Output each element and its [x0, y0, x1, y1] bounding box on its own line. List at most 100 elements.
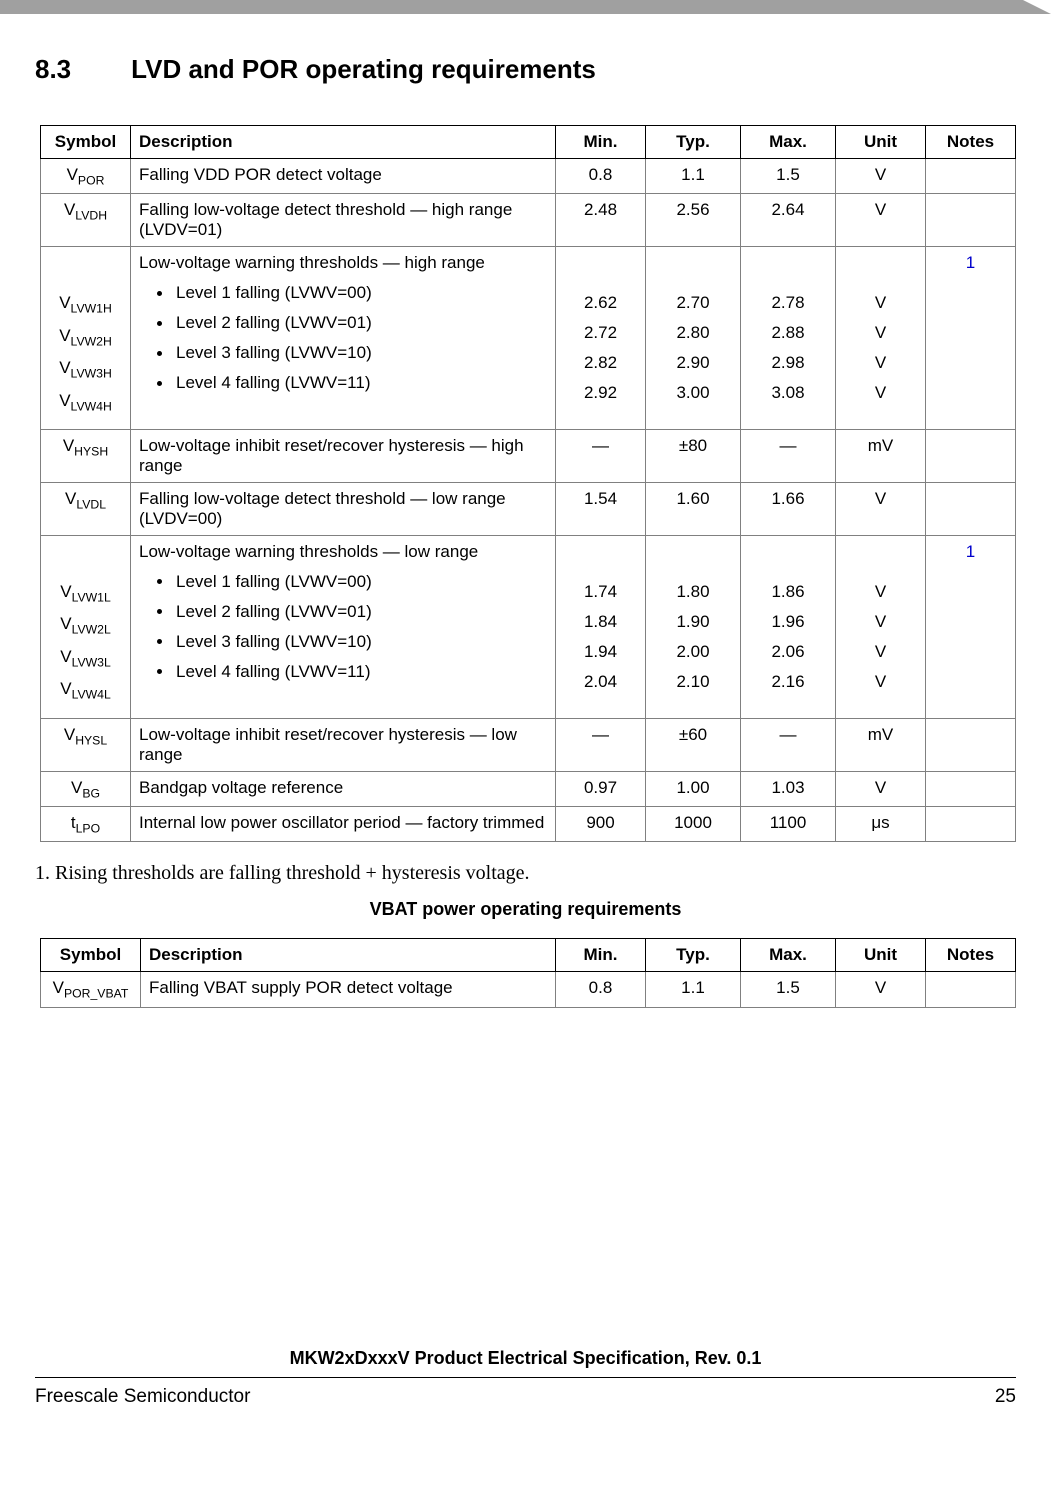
- table-row: VBGBandgap voltage reference0.971.001.03…: [41, 771, 1016, 806]
- symbol-cell: VPOR: [41, 159, 131, 194]
- column-header: Unit: [836, 126, 926, 159]
- column-header: Unit: [836, 939, 926, 972]
- symbol-cell: VHYSL: [41, 718, 131, 771]
- unit-cell: VVVV: [836, 247, 926, 430]
- vbat-table-title: VBAT power operating requirements: [35, 899, 1016, 920]
- notes-cell: [926, 771, 1016, 806]
- description-cell: Falling low-voltage detect threshold — l…: [131, 482, 556, 535]
- table-header: SymbolDescriptionMin.Typ.Max.UnitNotes: [41, 126, 1016, 159]
- table-header: SymbolDescriptionMin.Typ.Max.UnitNotes: [41, 939, 1016, 972]
- max-cell: 1.5: [741, 972, 836, 1007]
- notes-cell: 1: [926, 535, 1016, 718]
- notes-cell: [926, 194, 1016, 247]
- vbat-table: SymbolDescriptionMin.Typ.Max.UnitNotes V…: [40, 938, 1016, 1007]
- unit-cell: V: [836, 194, 926, 247]
- typ-cell: ±80: [646, 429, 741, 482]
- notes-cell: [926, 806, 1016, 841]
- min-cell: —: [556, 718, 646, 771]
- description-cell: Bandgap voltage reference: [131, 771, 556, 806]
- description-cell: Internal low power oscillator period — f…: [131, 806, 556, 841]
- typ-cell: 1.1: [646, 159, 741, 194]
- table-row: VLVW1LVLVW2LVLVW3LVLVW4LLow-voltage warn…: [41, 535, 1016, 718]
- unit-cell: V: [836, 482, 926, 535]
- footer-vendor: Freescale Semiconductor: [35, 1386, 250, 1408]
- max-cell: 1.66: [741, 482, 836, 535]
- notes-cell: 1: [926, 247, 1016, 430]
- description-cell: Falling low-voltage detect threshold — h…: [131, 194, 556, 247]
- unit-cell: μs: [836, 806, 926, 841]
- description-cell: Falling VDD POR detect voltage: [131, 159, 556, 194]
- typ-cell: 2.702.802.903.00: [646, 247, 741, 430]
- footer-doc-title: MKW2xDxxxV Product Electrical Specificat…: [35, 1348, 1016, 1378]
- typ-cell: 1.801.902.002.10: [646, 535, 741, 718]
- unit-cell: V: [836, 771, 926, 806]
- symbol-cell: VBG: [41, 771, 131, 806]
- table-row: VPOR_VBATFalling VBAT supply POR detect …: [41, 972, 1016, 1007]
- min-cell: 0.8: [556, 972, 646, 1007]
- unit-cell: mV: [836, 429, 926, 482]
- column-header: Symbol: [41, 939, 141, 972]
- max-cell: —: [741, 718, 836, 771]
- table-row: VLVW1HVLVW2HVLVW3HVLVW4HLow-voltage warn…: [41, 247, 1016, 430]
- symbol-cell: VHYSH: [41, 429, 131, 482]
- symbol-cell: VLVW1LVLVW2LVLVW3LVLVW4L: [41, 535, 131, 718]
- min-cell: 0.8: [556, 159, 646, 194]
- min-cell: —: [556, 429, 646, 482]
- column-header: Max.: [741, 126, 836, 159]
- max-cell: 2.782.882.983.08: [741, 247, 836, 430]
- notes-cell: [926, 482, 1016, 535]
- section-number: 8.3: [35, 54, 71, 85]
- typ-cell: 1.60: [646, 482, 741, 535]
- table-row: tLPOInternal low power oscillator period…: [41, 806, 1016, 841]
- typ-cell: 2.56: [646, 194, 741, 247]
- column-header: Description: [131, 126, 556, 159]
- typ-cell: 1000: [646, 806, 741, 841]
- max-cell: 1.03: [741, 771, 836, 806]
- column-header: Description: [141, 939, 556, 972]
- unit-cell: mV: [836, 718, 926, 771]
- symbol-cell: VLVW1HVLVW2HVLVW3HVLVW4H: [41, 247, 131, 430]
- table-row: VHYSLLow-voltage inhibit reset/recover h…: [41, 718, 1016, 771]
- min-cell: 2.622.722.822.92: [556, 247, 646, 430]
- max-cell: 1.5: [741, 159, 836, 194]
- column-header: Typ.: [646, 126, 741, 159]
- min-cell: 2.48: [556, 194, 646, 247]
- page-footer: MKW2xDxxxV Product Electrical Specificat…: [0, 1348, 1051, 1438]
- notes-cell: [926, 718, 1016, 771]
- description-cell: Low-voltage inhibit reset/recover hyster…: [131, 718, 556, 771]
- max-cell: 1100: [741, 806, 836, 841]
- column-header: Symbol: [41, 126, 131, 159]
- table-row: VLVDHFalling low-voltage detect threshol…: [41, 194, 1016, 247]
- table-row: VHYSHLow-voltage inhibit reset/recover h…: [41, 429, 1016, 482]
- table-row: VLVDLFalling low-voltage detect threshol…: [41, 482, 1016, 535]
- typ-cell: 1.1: [646, 972, 741, 1007]
- section-heading: 8.3 LVD and POR operating requirements: [35, 54, 1016, 85]
- description-cell: Falling VBAT supply POR detect voltage: [141, 972, 556, 1007]
- footnote: 1. Rising thresholds are falling thresho…: [35, 862, 1016, 885]
- min-cell: 1.741.841.942.04: [556, 535, 646, 718]
- description-cell: Low-voltage inhibit reset/recover hyster…: [131, 429, 556, 482]
- table-row: VPORFalling VDD POR detect voltage0.81.1…: [41, 159, 1016, 194]
- max-cell: 1.861.962.062.16: [741, 535, 836, 718]
- unit-cell: V: [836, 159, 926, 194]
- min-cell: 1.54: [556, 482, 646, 535]
- notes-cell: [926, 429, 1016, 482]
- symbol-cell: VPOR_VBAT: [41, 972, 141, 1007]
- column-header: Max.: [741, 939, 836, 972]
- column-header: Notes: [926, 126, 1016, 159]
- description-cell: Low-voltage warning thresholds — low ran…: [131, 535, 556, 718]
- symbol-cell: VLVDH: [41, 194, 131, 247]
- unit-cell: V: [836, 972, 926, 1007]
- min-cell: 900: [556, 806, 646, 841]
- symbol-cell: tLPO: [41, 806, 131, 841]
- min-cell: 0.97: [556, 771, 646, 806]
- column-header: Typ.: [646, 939, 741, 972]
- unit-cell: VVVV: [836, 535, 926, 718]
- description-cell: Low-voltage warning thresholds — high ra…: [131, 247, 556, 430]
- symbol-cell: VLVDL: [41, 482, 131, 535]
- lvd-por-table: SymbolDescriptionMin.Typ.Max.UnitNotes V…: [40, 125, 1016, 842]
- section-title: LVD and POR operating requirements: [131, 54, 596, 85]
- max-cell: 2.64: [741, 194, 836, 247]
- notes-cell: [926, 972, 1016, 1007]
- header-bar: [0, 0, 1051, 14]
